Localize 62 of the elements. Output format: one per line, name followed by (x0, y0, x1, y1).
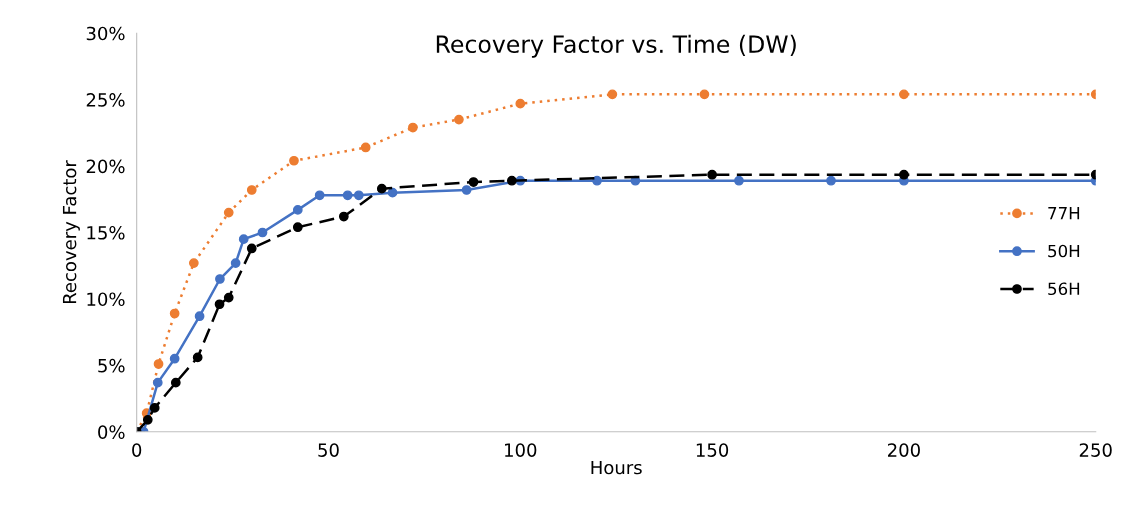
y-tick-label: 0% (98, 425, 125, 439)
point (292, 222, 303, 233)
y-axis-title: Recovery Factor (62, 160, 80, 304)
point (592, 175, 602, 186)
point (338, 211, 349, 222)
point (314, 190, 325, 201)
point (169, 308, 180, 319)
y-tick-label: 10% (87, 292, 125, 307)
x-tick-label: 150 (696, 443, 729, 457)
point (153, 359, 164, 369)
point (376, 183, 387, 194)
y-tick-label: 15% (87, 225, 125, 240)
y-tick-label: 5% (98, 358, 125, 373)
point (169, 353, 180, 364)
point (408, 122, 418, 133)
point (215, 274, 225, 284)
point (734, 175, 744, 186)
point (292, 205, 303, 215)
point (142, 414, 153, 425)
point (230, 258, 241, 268)
point (192, 352, 203, 363)
legend-label: 50H (1048, 244, 1080, 258)
point (899, 169, 909, 180)
point (188, 258, 199, 268)
chart-title: Recovery Factor vs. Time (DW) (436, 34, 796, 58)
point (826, 175, 836, 186)
x-tick-label: 250 (1079, 443, 1112, 457)
point (468, 177, 479, 187)
x-tick-label: 200 (888, 443, 920, 457)
point (461, 185, 472, 195)
point (246, 243, 257, 254)
legend-label: 56H (1048, 282, 1080, 296)
point (342, 190, 353, 201)
point (170, 377, 181, 388)
x-tick-label: 50 (318, 443, 339, 457)
y-tick-label: 20% (86, 159, 125, 174)
x-tick-label: 0 (132, 443, 142, 457)
legend-label: 77H (1048, 207, 1080, 220)
point (289, 155, 299, 166)
point (607, 89, 618, 100)
point (707, 169, 717, 180)
point (699, 89, 710, 100)
point (387, 187, 398, 198)
y-tick-label: 30% (86, 26, 125, 41)
point (214, 299, 225, 310)
point (360, 142, 371, 153)
point (515, 98, 526, 109)
point (152, 377, 163, 388)
point (223, 292, 234, 303)
point (246, 185, 257, 195)
point (353, 190, 364, 201)
point (899, 89, 909, 100)
y-tick-label: 25% (86, 93, 125, 107)
point (257, 227, 268, 238)
x-tick-label: 100 (505, 443, 537, 457)
point (194, 311, 205, 322)
point (149, 403, 160, 413)
x-axis-title: Hours (591, 460, 642, 475)
point (223, 207, 234, 218)
point (454, 114, 464, 125)
point (238, 234, 249, 245)
point (506, 175, 517, 186)
